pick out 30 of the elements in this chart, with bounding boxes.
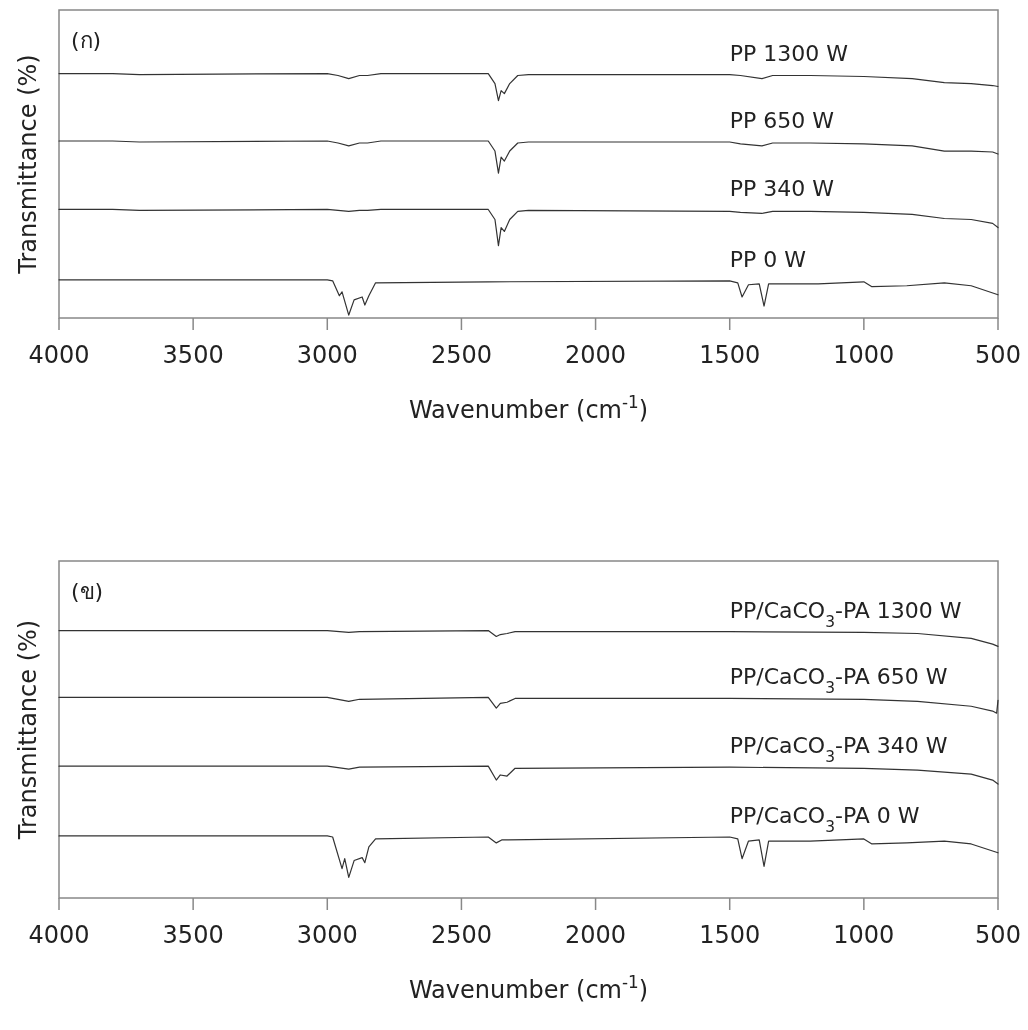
x-axis-title: Wavenumber (cm$^{-1}$) [408,392,649,424]
series-label: PP 1300 W [729,40,849,66]
series-label: PP 340 W [729,176,835,202]
series-label: PP/CaCO$_{3}$-PA 0 W [729,802,920,836]
series-label: PP/CaCO$_{3}$-PA 340 W [729,733,948,767]
series-label: PP/CaCO$_{3}$-PA 1300 W [729,597,962,631]
series-label: PP 650 W [729,108,835,134]
x-tick-label: 500 [975,341,1021,369]
text: (ก) [71,28,102,53]
text: (ข) [71,579,104,604]
x-tick-label: 1000 [833,341,895,369]
x-tick-label: 1500 [699,341,761,369]
x-tick-label: 2000 [565,341,627,369]
x-tick-label: 500 [975,921,1021,949]
x-tick-label: 1000 [833,921,895,949]
x-tick-label: 2500 [430,921,492,949]
x-tick-label: 4000 [28,921,90,949]
y-axis-title: Transmittance (%) [14,54,42,275]
x-tick-label: 3500 [162,921,224,949]
x-tick-label: 2000 [565,921,627,949]
x-tick-label: 2500 [430,341,492,369]
x-tick-label: 3500 [162,341,224,369]
series-label: PP/CaCO$_{3}$-PA 650 W [729,664,948,698]
x-axis-title: Wavenumber (cm$^{-1}$) [408,972,649,1004]
x-tick-label: 4000 [28,341,90,369]
x-tick-label: 3000 [296,921,358,949]
series-label: PP 0 W [729,246,807,272]
x-tick-label: 3000 [296,341,358,369]
x-tick-label: 1500 [699,921,761,949]
y-axis-title: Transmittance (%) [14,619,42,841]
